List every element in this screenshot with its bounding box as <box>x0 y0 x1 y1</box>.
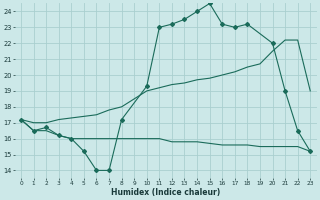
X-axis label: Humidex (Indice chaleur): Humidex (Indice chaleur) <box>111 188 220 197</box>
